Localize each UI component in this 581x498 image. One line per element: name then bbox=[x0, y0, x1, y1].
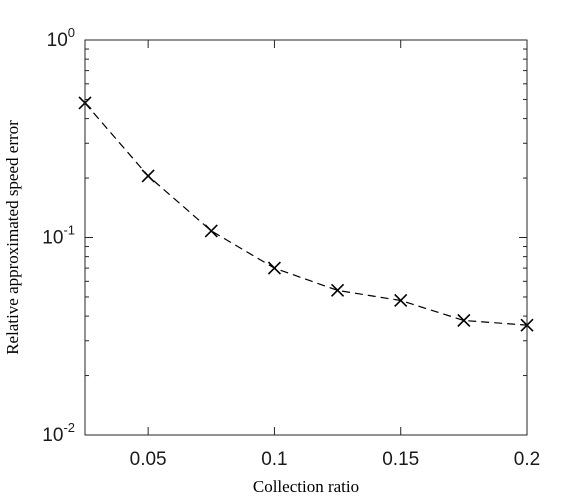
data-point-marker bbox=[457, 313, 471, 328]
x-tick-label: 0.05 bbox=[130, 449, 167, 470]
y-tick-label: 10-2 bbox=[42, 420, 75, 446]
data-point-marker bbox=[204, 224, 218, 238]
x-axis-title: Collection ratio bbox=[253, 477, 359, 496]
y-axis-title: Relative approximated speed error bbox=[3, 120, 22, 355]
y-tick-label: 100 bbox=[47, 25, 75, 51]
x-tick-label: 0.15 bbox=[382, 449, 419, 470]
data-point-marker bbox=[394, 293, 408, 308]
marker-stroke bbox=[331, 283, 345, 297]
data-point-marker bbox=[331, 283, 345, 297]
x-tick-label: 0.2 bbox=[514, 449, 540, 470]
x-tick-label: 0.1 bbox=[261, 449, 287, 470]
marker-stroke bbox=[141, 169, 155, 183]
y-axis-ticks: 100 10-1 10-2 bbox=[42, 25, 527, 446]
x-axis-ticks: 0.05 0.1 0.15 0.2 bbox=[130, 40, 540, 470]
marker-stroke bbox=[457, 313, 471, 328]
marker-stroke bbox=[204, 224, 218, 238]
series-line bbox=[84, 102, 528, 326]
marker-stroke bbox=[267, 261, 281, 275]
data-point-marker bbox=[267, 261, 281, 275]
data-point-marker bbox=[141, 169, 155, 183]
y-tick-label: 10-1 bbox=[42, 223, 75, 249]
marker-stroke bbox=[394, 293, 408, 308]
plot-series bbox=[78, 96, 534, 332]
plot-frame bbox=[84, 39, 528, 436]
